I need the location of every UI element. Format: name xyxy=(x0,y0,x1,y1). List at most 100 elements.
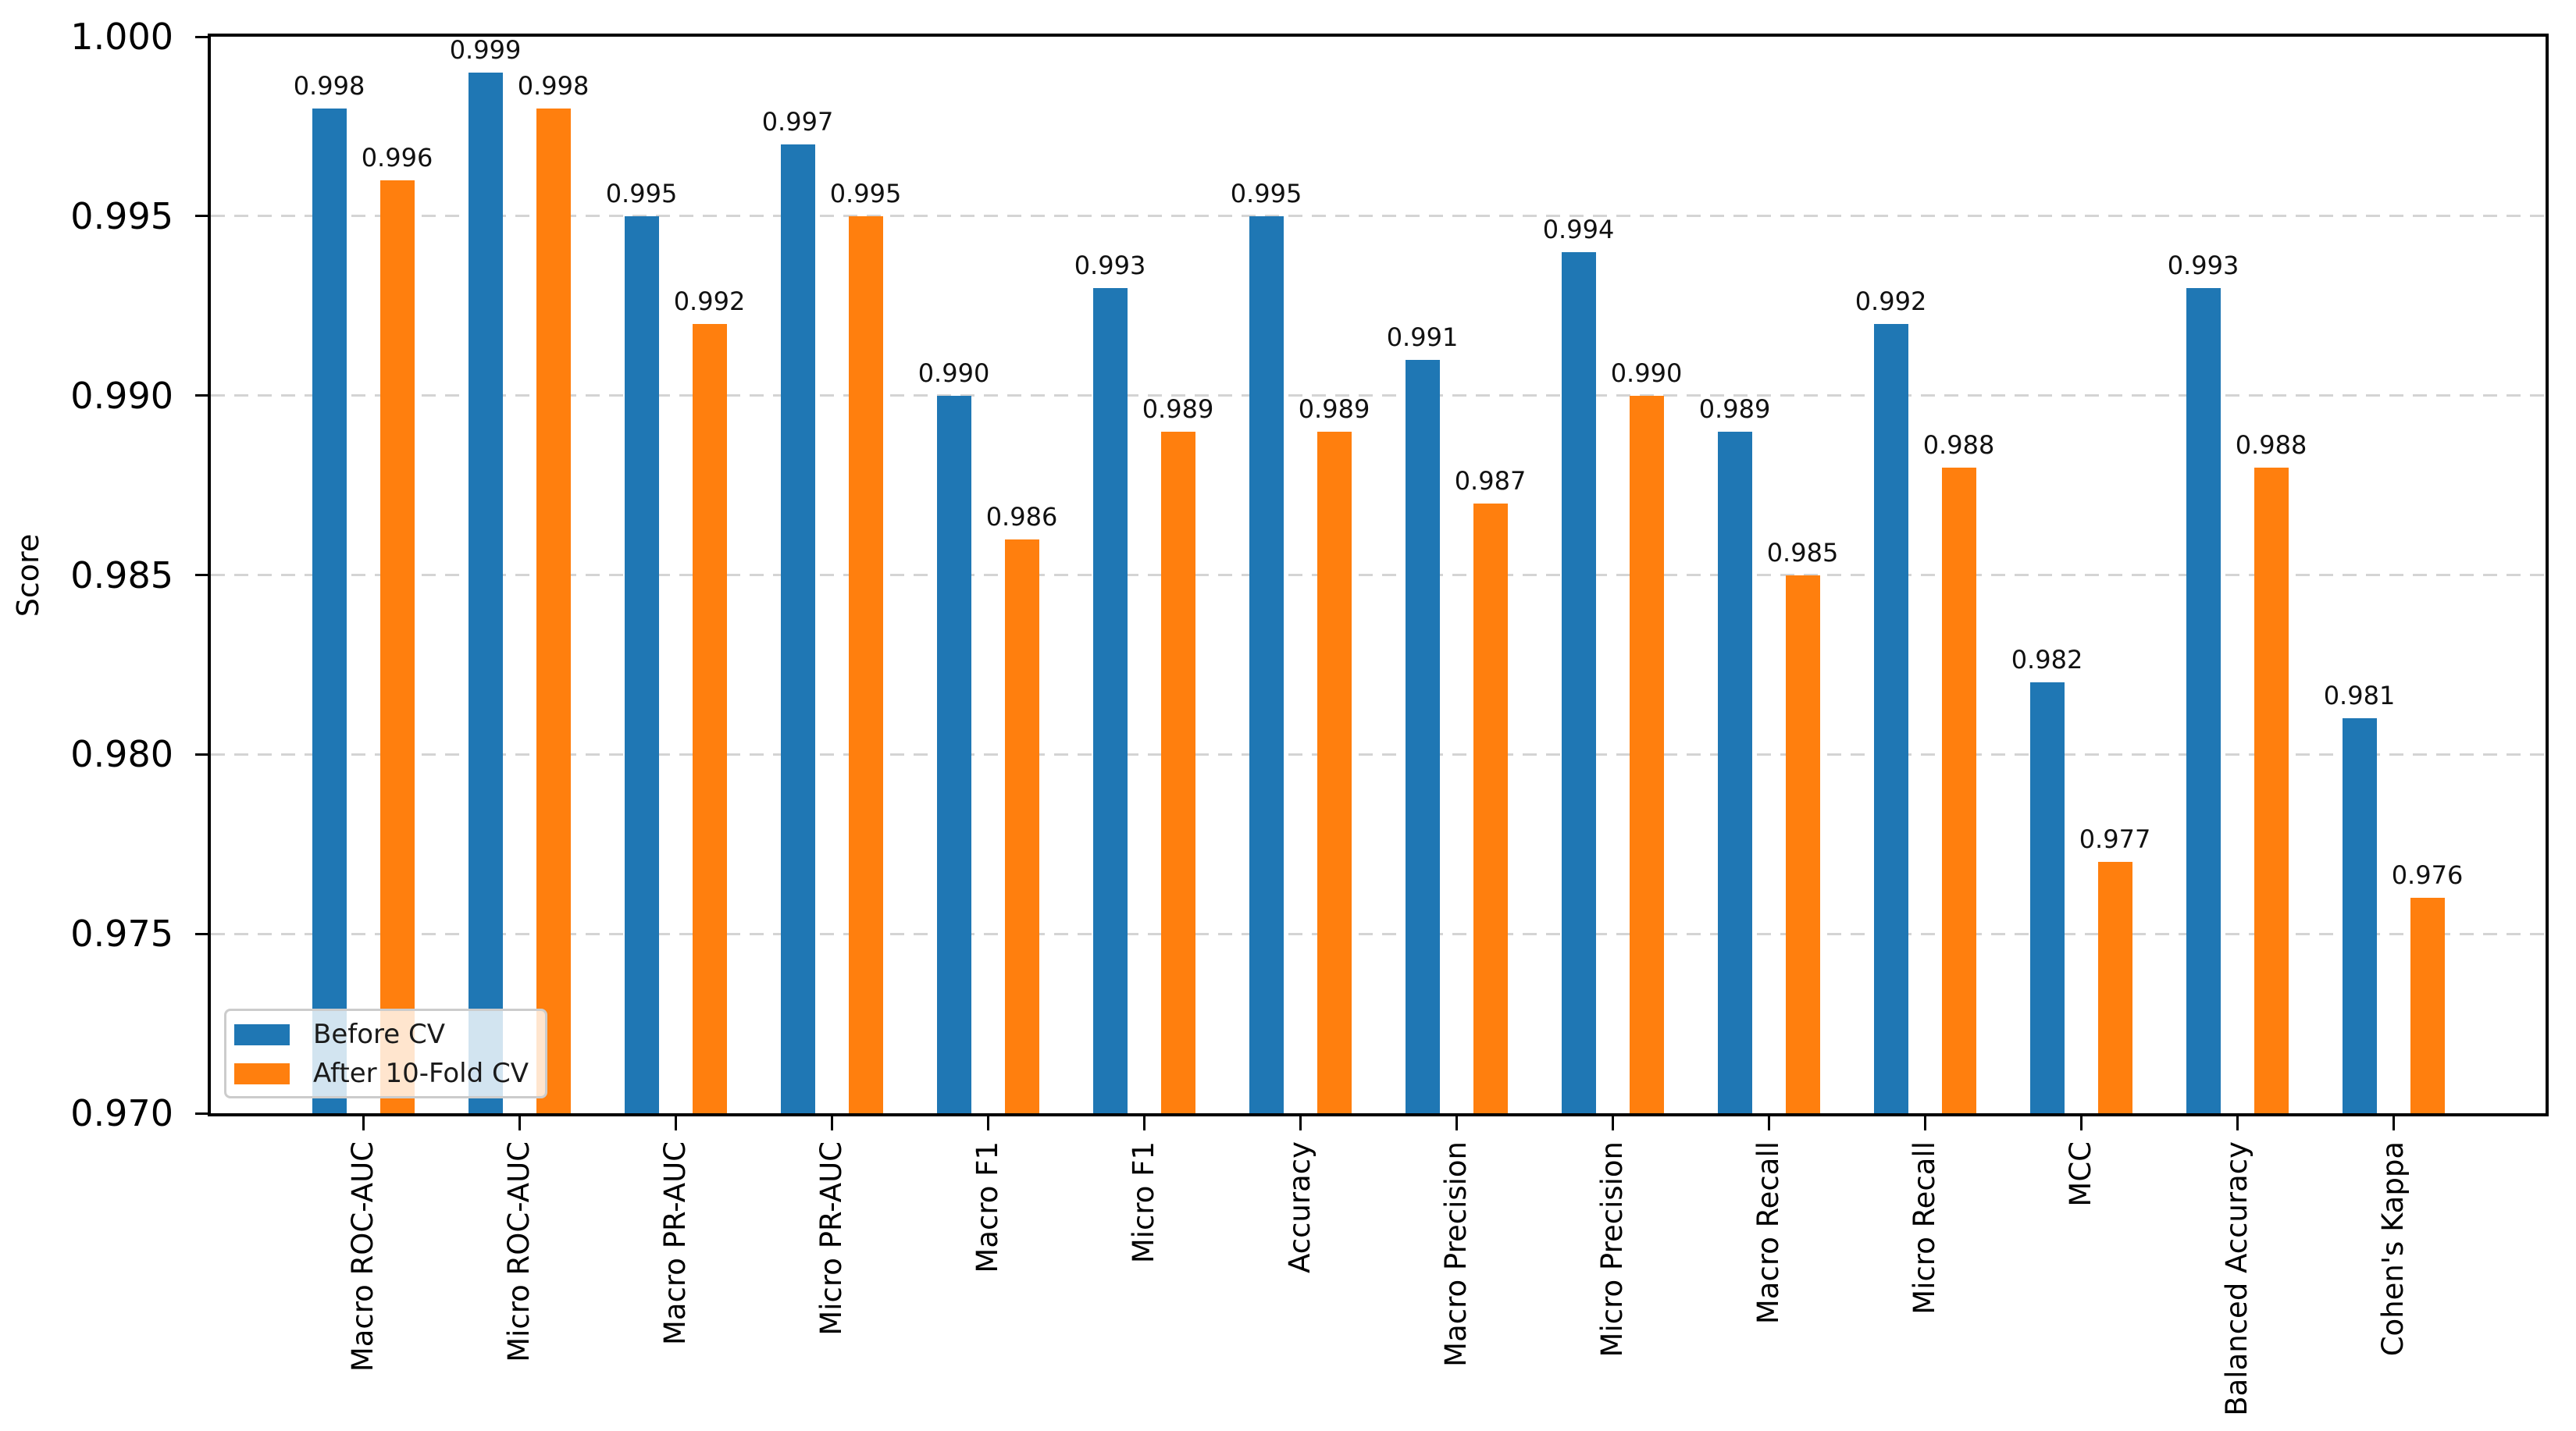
y-tick-label-0.985: 0.985 xyxy=(70,554,173,596)
bar-value-label-before-cv-balanced-accuracy: 0.993 xyxy=(2167,250,2239,280)
bar-value-label-after-10-fold-cv-micro-recall: 0.988 xyxy=(1922,429,1995,460)
bar-value-label-before-cv-macro-precision: 0.991 xyxy=(1386,322,1459,352)
bar-value-label-after-10-fold-cv-cohen-s-kappa: 0.976 xyxy=(2391,860,2464,891)
bar-value-label-before-cv-macro-recall: 0.989 xyxy=(1698,393,1771,424)
bar-value-label-before-cv-micro-recall: 0.992 xyxy=(1855,286,1927,316)
bar-after-10-fold-cv-balanced-accuracy xyxy=(2254,467,2289,1113)
bar-after-10-fold-cv-macro-roc-auc xyxy=(379,180,415,1113)
bar-before-cv-macro-recall xyxy=(1717,431,1752,1113)
legend-swatch-after-cv xyxy=(234,1063,290,1084)
bar-after-10-fold-cv-macro-pr-auc xyxy=(692,323,727,1113)
legend-item-before-cv: Before CV xyxy=(234,1021,534,1048)
bar-value-label-after-10-fold-cv-micro-precision: 0.990 xyxy=(1610,358,1683,388)
legend-item-after-cv: After 10-Fold CV xyxy=(234,1060,534,1087)
x-tick-micro-recall xyxy=(1923,1116,1926,1130)
y-tick-label-0.980: 0.980 xyxy=(70,733,173,776)
bar-value-label-before-cv-mcc: 0.982 xyxy=(2011,645,2083,675)
legend-label-before-cv: Before CV xyxy=(313,1019,445,1050)
bar-value-label-before-cv-macro-roc-auc: 0.998 xyxy=(293,70,365,101)
y-tick-label-0.995: 0.995 xyxy=(70,194,173,237)
legend-swatch-before-cv xyxy=(234,1023,290,1045)
bar-before-cv-macro-pr-auc xyxy=(624,215,659,1113)
x-tick-label-balanced-accuracy: Balanced Accuracy xyxy=(2220,1141,2254,1416)
x-tick-label-micro-recall: Micro Recall xyxy=(1908,1141,1941,1315)
bar-after-10-fold-cv-accuracy xyxy=(1317,431,1352,1113)
bar-value-label-after-10-fold-cv-balanced-accuracy: 0.988 xyxy=(2235,429,2307,460)
x-tick-macro-precision xyxy=(1455,1116,1458,1130)
legend: Before CV After 10-Fold CV xyxy=(224,1009,547,1098)
x-tick-accuracy xyxy=(1299,1116,1302,1130)
bar-value-label-before-cv-macro-pr-auc: 0.995 xyxy=(605,178,678,208)
bar-before-cv-micro-recall xyxy=(1873,323,1908,1113)
bar-value-label-before-cv-cohen-s-kappa: 0.981 xyxy=(2323,681,2396,711)
y-tick-1.000 xyxy=(195,35,208,38)
x-tick-cohen-s-kappa xyxy=(2392,1116,2395,1130)
x-tick-label-macro-precision: Macro Precision xyxy=(1439,1141,1473,1367)
bar-before-cv-macro-precision xyxy=(1405,359,1440,1113)
bar-value-label-after-10-fold-cv-mcc: 0.977 xyxy=(2079,824,2151,855)
y-tick-0.985 xyxy=(195,574,208,576)
bar-after-10-fold-cv-cohen-s-kappa xyxy=(2410,898,2445,1113)
y-tick-0.990 xyxy=(195,394,208,397)
bar-value-label-before-cv-macro-f1: 0.990 xyxy=(917,358,990,388)
x-tick-balanced-accuracy xyxy=(2236,1116,2239,1130)
x-tick-macro-roc-auc xyxy=(362,1116,365,1130)
x-tick-mcc xyxy=(2079,1116,2083,1130)
x-tick-label-micro-precision: Micro Precision xyxy=(1595,1141,1629,1358)
bar-value-label-before-cv-accuracy: 0.995 xyxy=(1230,178,1302,208)
gridline-0.990 xyxy=(211,394,2546,397)
bar-after-10-fold-cv-micro-f1 xyxy=(1160,431,1195,1113)
bar-before-cv-micro-f1 xyxy=(1092,287,1128,1113)
bar-before-cv-accuracy xyxy=(1249,215,1284,1113)
bar-after-10-fold-cv-macro-precision xyxy=(1473,503,1508,1113)
bar-value-label-after-10-fold-cv-macro-precision: 0.987 xyxy=(1454,465,1527,496)
legend-label-after-cv: After 10-Fold CV xyxy=(313,1058,529,1089)
bar-value-label-after-10-fold-cv-macro-recall: 0.985 xyxy=(1766,537,1839,568)
y-tick-label-0.970: 0.970 xyxy=(70,1092,173,1134)
y-tick-0.995 xyxy=(195,215,208,218)
x-tick-label-mcc: MCC xyxy=(2064,1141,2097,1207)
x-tick-micro-roc-auc xyxy=(518,1116,521,1130)
x-tick-label-macro-recall: Macro Recall xyxy=(1751,1141,1785,1325)
x-tick-label-macro-pr-auc: Macro PR-AUC xyxy=(658,1141,692,1346)
bar-value-label-after-10-fold-cv-micro-f1: 0.989 xyxy=(1142,393,1214,424)
bar-after-10-fold-cv-macro-recall xyxy=(1785,575,1820,1113)
bar-before-cv-micro-pr-auc xyxy=(780,144,815,1113)
x-tick-label-accuracy: Accuracy xyxy=(1283,1141,1317,1273)
bar-before-cv-micro-precision xyxy=(1561,251,1596,1113)
bar-after-10-fold-cv-micro-precision xyxy=(1629,395,1664,1113)
bar-after-10-fold-cv-mcc xyxy=(2097,862,2132,1113)
bar-value-label-before-cv-micro-roc-auc: 0.999 xyxy=(449,34,522,65)
bar-after-10-fold-cv-micro-pr-auc xyxy=(848,215,883,1113)
x-tick-micro-pr-auc xyxy=(830,1116,833,1130)
y-tick-0.970 xyxy=(195,1112,208,1115)
x-tick-macro-pr-auc xyxy=(674,1116,677,1130)
x-tick-label-macro-roc-auc: Macro ROC-AUC xyxy=(346,1141,379,1372)
bar-before-cv-micro-roc-auc xyxy=(468,72,503,1113)
x-tick-micro-precision xyxy=(1611,1116,1614,1130)
x-tick-micro-f1 xyxy=(1142,1116,1145,1130)
bar-before-cv-mcc xyxy=(2029,682,2065,1113)
bar-before-cv-macro-f1 xyxy=(936,395,971,1113)
x-tick-label-micro-pr-auc: Micro PR-AUC xyxy=(814,1141,848,1336)
bar-value-label-after-10-fold-cv-micro-roc-auc: 0.998 xyxy=(517,70,590,101)
x-tick-label-cohen-s-kappa: Cohen's Kappa xyxy=(2376,1141,2410,1357)
bar-value-label-after-10-fold-cv-accuracy: 0.989 xyxy=(1298,393,1370,424)
bar-before-cv-balanced-accuracy xyxy=(2186,287,2221,1113)
bar-before-cv-macro-roc-auc xyxy=(312,108,347,1113)
bar-after-10-fold-cv-micro-recall xyxy=(1941,467,1976,1113)
y-tick-label-0.975: 0.975 xyxy=(70,913,173,956)
x-tick-label-micro-roc-auc: Micro ROC-AUC xyxy=(502,1141,536,1362)
bar-value-label-before-cv-micro-f1: 0.993 xyxy=(1074,250,1146,280)
bar-value-label-after-10-fold-cv-macro-f1: 0.986 xyxy=(985,501,1058,532)
bar-value-label-after-10-fold-cv-macro-pr-auc: 0.992 xyxy=(673,286,746,316)
y-tick-label-0.990: 0.990 xyxy=(70,374,173,417)
y-tick-label-1.000: 1.000 xyxy=(70,16,173,58)
bar-after-10-fold-cv-macro-f1 xyxy=(1004,539,1039,1113)
y-tick-0.975 xyxy=(195,932,208,935)
bar-value-label-after-10-fold-cv-micro-pr-auc: 0.995 xyxy=(829,178,902,208)
x-tick-macro-recall xyxy=(1767,1116,1770,1130)
gridline-0.995 xyxy=(211,215,2546,218)
x-tick-label-macro-f1: Macro F1 xyxy=(971,1141,1004,1273)
